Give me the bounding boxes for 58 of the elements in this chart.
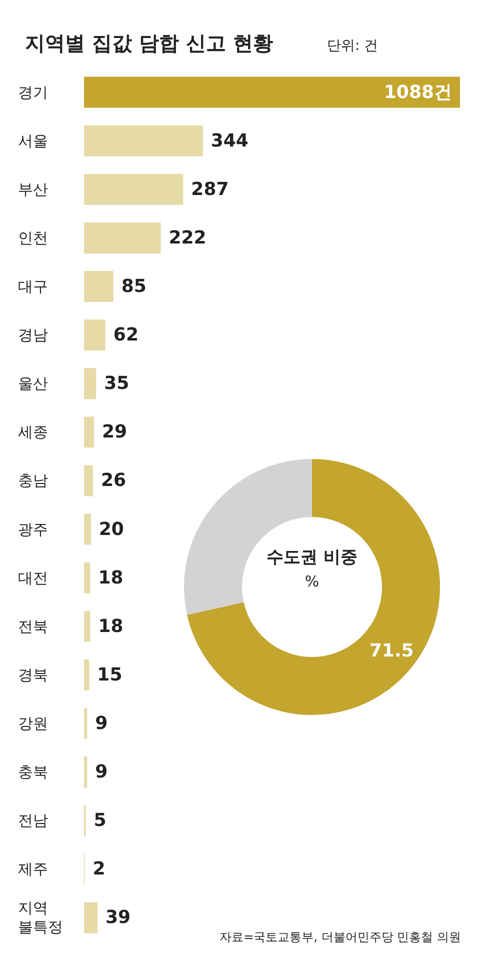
- y-tick-label: 세종: [18, 423, 48, 442]
- bar: [84, 416, 94, 448]
- text: 수도권 비중: [266, 548, 358, 568]
- y-tick-label: 부산: [18, 180, 48, 198]
- y-tick-label: 경남: [18, 326, 48, 344]
- data-label: 9: [95, 713, 108, 734]
- data-label: 85: [121, 276, 146, 297]
- y-tick-label: 경기: [18, 83, 48, 102]
- bar: [84, 708, 88, 739]
- y-tick-label: 충남: [18, 472, 48, 490]
- bar: [84, 902, 98, 934]
- y-tick-label: 지역 불특정: [18, 899, 63, 936]
- data-label: 344: [210, 130, 248, 152]
- data-label: 26: [100, 470, 126, 492]
- bar: [84, 465, 93, 496]
- data-label: 35: [104, 373, 130, 394]
- y-tick-label: 서울: [18, 132, 48, 150]
- chart-subtitle: 단위: 건: [327, 38, 378, 54]
- data-label: 9: [95, 762, 108, 783]
- data-label: 15: [97, 664, 122, 686]
- bar: [84, 76, 460, 108]
- data-label: 29: [102, 422, 128, 443]
- y-tick-label: 울산: [18, 374, 48, 393]
- annotation: 자료=국토교통부, 더불어민주당 민홍철 의원: [220, 930, 461, 944]
- data-label: 5: [94, 810, 106, 832]
- bar: [84, 562, 90, 594]
- data-label: 222: [168, 227, 206, 248]
- y-tick-label: 충북: [18, 763, 48, 782]
- text: %: [304, 572, 320, 590]
- y-tick-label: 전북: [18, 617, 48, 636]
- y-tick-label: 인천: [18, 228, 48, 247]
- data-label: 287: [191, 178, 229, 200]
- data-label: 62: [113, 324, 138, 346]
- data-label: 71.5: [369, 640, 414, 662]
- y-tick-label: 전남: [18, 812, 48, 830]
- y-tick-label: 제주: [18, 860, 48, 878]
- bar: [84, 222, 161, 254]
- y-tick-label: 강원: [18, 714, 48, 732]
- bar: [84, 368, 96, 400]
- bar: [84, 125, 203, 156]
- data-label: 2: [92, 858, 106, 880]
- bar: [84, 174, 184, 205]
- data-label: 18: [98, 616, 124, 637]
- data-label: 1088건: [384, 82, 452, 103]
- chart-title: 지역별 집값 담합 신고 현황: [25, 31, 273, 55]
- data-label: 39: [105, 907, 131, 928]
- bar: [84, 659, 90, 690]
- bar: [84, 756, 88, 788]
- y-tick-label: 대전: [18, 568, 48, 587]
- data-label: 20: [98, 518, 124, 540]
- y-tick-label: 대구: [18, 278, 48, 296]
- bar: [84, 610, 90, 642]
- data-label: 18: [98, 567, 124, 588]
- bar: [84, 320, 106, 351]
- bar: [84, 271, 114, 302]
- y-tick-label: 경북: [18, 666, 48, 684]
- bar: [84, 514, 91, 545]
- y-tick-label: 광주: [18, 520, 48, 538]
